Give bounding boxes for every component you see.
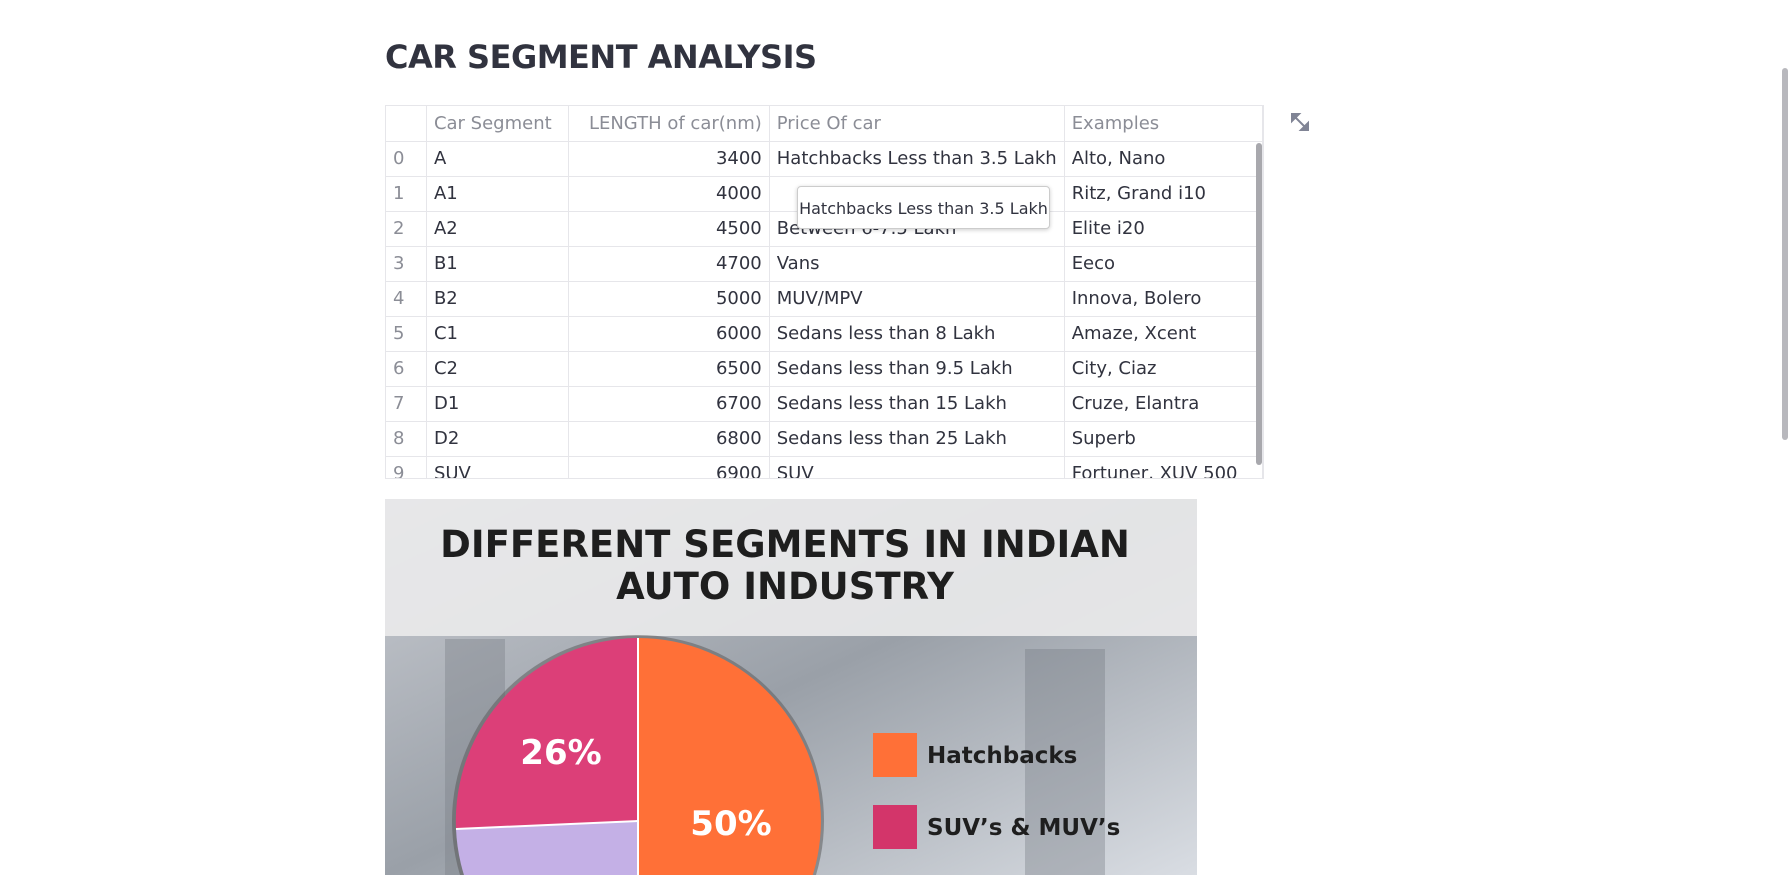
table-scrollbar[interactable] — [1256, 143, 1262, 465]
cell[interactable]: Sedans less than 9.5 Lakh — [769, 351, 1065, 387]
row-index[interactable]: 6 — [386, 351, 427, 387]
row-index[interactable]: 3 — [386, 246, 427, 282]
cell[interactable]: 4000 — [568, 176, 770, 212]
index-header — [386, 106, 427, 142]
slice-label: 50% — [690, 804, 771, 844]
table-row: 9 SUV 6900 SUV Fortuner, XUV 500 — [386, 456, 1263, 478]
cell[interactable]: Sedans less than 25 Lakh — [769, 421, 1065, 457]
cell[interactable]: C1 — [426, 316, 570, 352]
slice-label: 26% — [520, 733, 601, 773]
column-header[interactable]: Car Segment — [426, 106, 570, 142]
table-row: 0 A 3400 Hatchbacks Less than 3.5 Lakh Alto,… — [386, 141, 1263, 177]
table-row: 5 C1 6000 Sedans less than 8 Lakh Amaze, Xce… — [386, 316, 1263, 352]
header-row: Car Segment LENGTH of car(nm) Price Of car… — [386, 106, 1263, 142]
cell[interactable]: Hatchbacks Less than 3.5 Lakh — [769, 141, 1065, 177]
cell[interactable]: 6000 — [568, 316, 770, 352]
legend-swatch — [873, 733, 917, 777]
table-row: 7 D1 6700 Sedans less than 15 Lakh Cruze, El… — [386, 386, 1263, 422]
table-row: 8 D2 6800 Sedans less than 25 Lakh Superb — [386, 421, 1263, 457]
tooltip: Hatchbacks Less than 3.5 Lakh — [797, 186, 1050, 229]
table-row: 4 B2 5000 MUV/MPV Innova, Bolero — [386, 281, 1263, 317]
cell[interactable]: A2 — [426, 211, 570, 247]
cell[interactable]: SUV — [769, 456, 1065, 478]
cell[interactable]: Amaze, Xcent — [1064, 316, 1263, 352]
cell[interactable]: SUV — [426, 456, 570, 478]
table-row: 3 B1 4700 Vans Eeco — [386, 246, 1263, 282]
cell[interactable]: 5000 — [568, 281, 770, 317]
cell[interactable]: 3400 — [568, 141, 770, 177]
legend-swatch — [873, 805, 917, 849]
cell[interactable]: 4700 — [568, 246, 770, 282]
pie-slice — [455, 638, 638, 829]
legend-label: SUV’s & MUV’s — [927, 815, 1120, 841]
cell[interactable]: Vans — [769, 246, 1065, 282]
cell[interactable]: A — [426, 141, 570, 177]
table-row: 6 C2 6500 Sedans less than 9.5 Lakh City, Ci… — [386, 351, 1263, 387]
cell[interactable]: Elite i20 — [1064, 211, 1263, 247]
cell[interactable]: Cruze, Elantra — [1064, 386, 1263, 422]
infographic-image: DIFFERENT SEGMENTS IN INDIAN AUTO INDUST… — [385, 499, 1197, 875]
pie-slice — [638, 638, 821, 875]
row-index[interactable]: 4 — [386, 281, 427, 317]
cell[interactable]: B1 — [426, 246, 570, 282]
row-index[interactable]: 1 — [386, 176, 427, 212]
row-index[interactable]: 5 — [386, 316, 427, 352]
pie-slice — [456, 821, 638, 875]
cell[interactable]: 6900 — [568, 456, 770, 478]
row-index[interactable]: 8 — [386, 421, 427, 457]
image-title: DIFFERENT SEGMENTS IN INDIAN — [440, 523, 1130, 566]
cell[interactable]: MUV/MPV — [769, 281, 1065, 317]
dataframe[interactable]: Car Segment LENGTH of car(nm) Price Of car… — [385, 105, 1264, 479]
column-header[interactable]: Price Of car — [769, 106, 1065, 142]
page-title: CAR SEGMENT ANALYSIS — [385, 38, 817, 76]
page-scrollbar[interactable] — [1782, 68, 1788, 440]
cell[interactable]: B2 — [426, 281, 570, 317]
cell[interactable]: D2 — [426, 421, 570, 457]
cell[interactable]: Innova, Bolero — [1064, 281, 1263, 317]
cell[interactable]: D1 — [426, 386, 570, 422]
cell[interactable]: Fortuner, XUV 500 — [1064, 456, 1263, 478]
row-index[interactable]: 2 — [386, 211, 427, 247]
fullscreen-button[interactable] — [1288, 110, 1312, 134]
cell[interactable]: 6500 — [568, 351, 770, 387]
cell[interactable]: Eeco — [1064, 246, 1263, 282]
column-header[interactable]: LENGTH of car(nm) — [568, 106, 770, 142]
legend-label: Hatchbacks — [927, 743, 1077, 769]
cell[interactable]: A1 — [426, 176, 570, 212]
cell[interactable]: 6700 — [568, 386, 770, 422]
image-title: AUTO INDUSTRY — [616, 565, 955, 608]
cell[interactable]: C2 — [426, 351, 570, 387]
cell[interactable]: Alto, Nano — [1064, 141, 1263, 177]
cell[interactable]: Superb — [1064, 421, 1263, 457]
cell[interactable]: 4500 — [568, 211, 770, 247]
row-index[interactable]: 7 — [386, 386, 427, 422]
cell[interactable]: Sedans less than 8 Lakh — [769, 316, 1065, 352]
column-header[interactable]: Examples — [1064, 106, 1263, 142]
cell[interactable]: City, Ciaz — [1064, 351, 1263, 387]
cell[interactable]: 6800 — [568, 421, 770, 457]
cell[interactable]: Sedans less than 15 Lakh — [769, 386, 1065, 422]
row-index[interactable]: 0 — [386, 141, 427, 177]
table: Car Segment LENGTH of car(nm) Price Of car… — [386, 106, 1263, 478]
cell[interactable]: Ritz, Grand i10 — [1064, 176, 1263, 212]
row-index[interactable]: 9 — [386, 456, 427, 478]
